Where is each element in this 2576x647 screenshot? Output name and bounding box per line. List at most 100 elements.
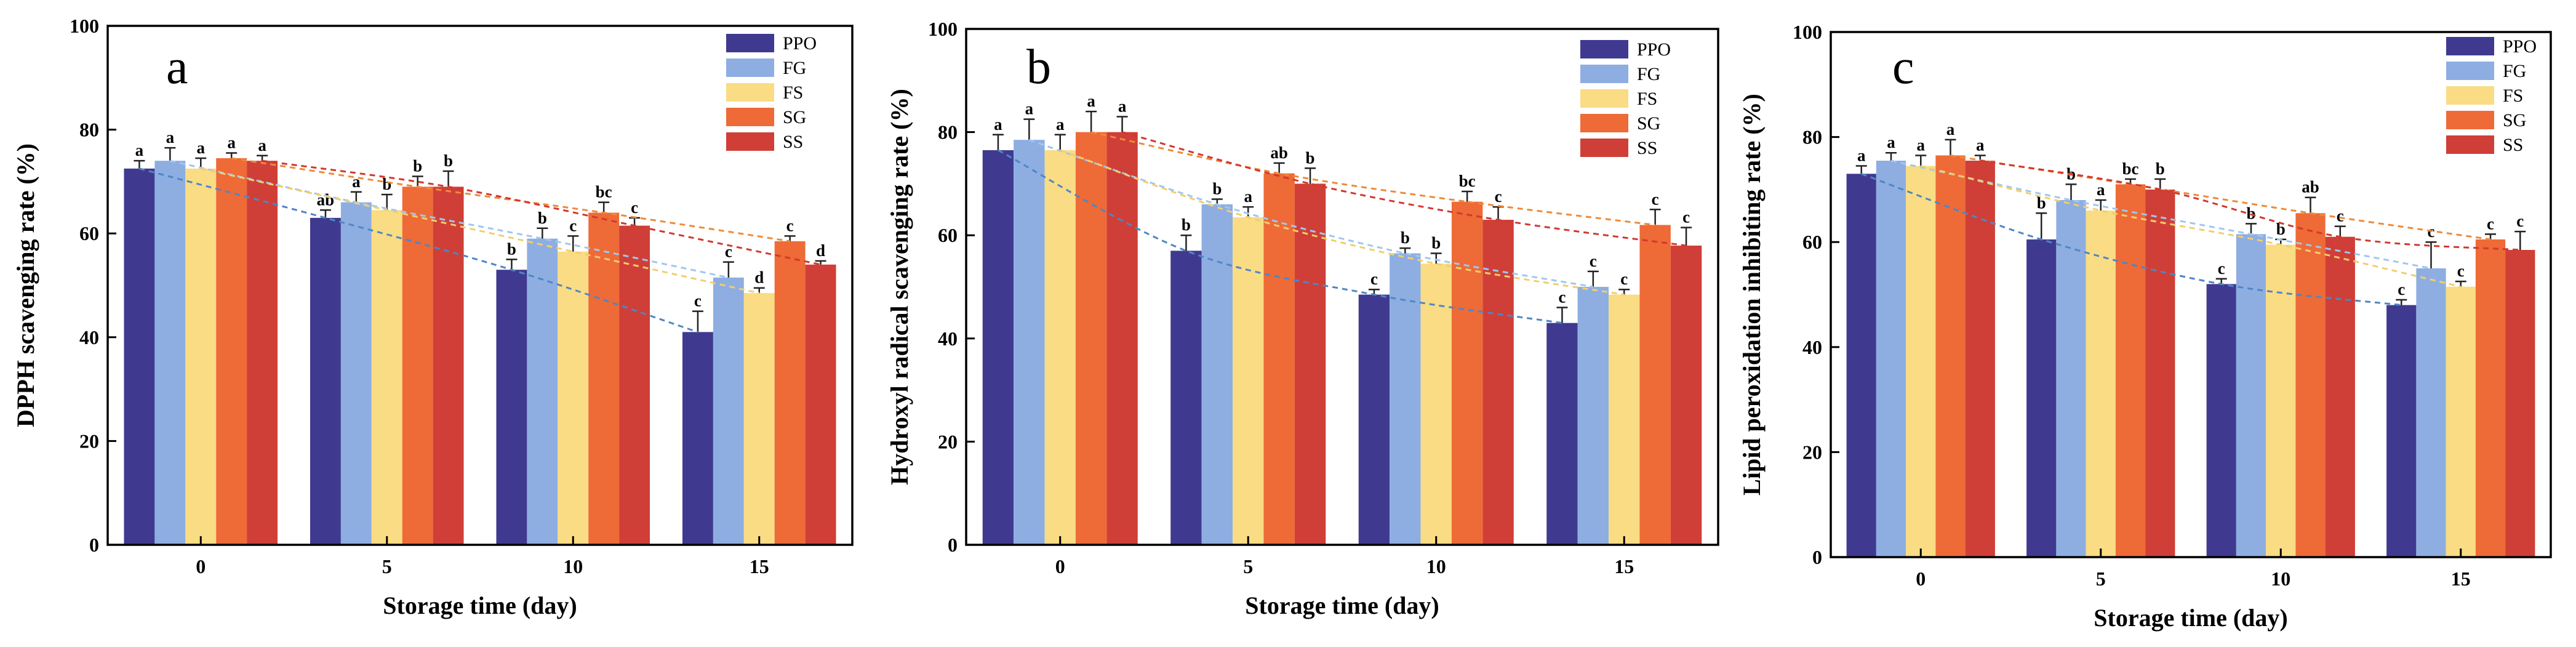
bar-FS-0 <box>185 168 217 545</box>
significance-label: c <box>2457 262 2465 280</box>
significance-label: a <box>135 141 144 159</box>
x-axis-label: Storage time (day) <box>2094 604 2287 632</box>
bar-FG-5 <box>2056 199 2086 558</box>
trend-line-SS <box>1980 159 2521 251</box>
legend: PPO FG FS SG SS <box>726 33 817 152</box>
bar-SS-5 <box>433 187 464 545</box>
x-tick-label: 15 <box>750 555 769 577</box>
legend-label-SS: SS <box>783 132 803 152</box>
y-axis-label: DPPH scavenging rate (%) <box>12 143 39 427</box>
bar-FS-10 <box>558 251 589 545</box>
y-tick-label: 20 <box>79 430 99 452</box>
panel-label: c <box>1892 40 1914 94</box>
significance-label: c <box>1558 288 1566 307</box>
significance-label: c <box>569 216 577 235</box>
legend-label-SS: SS <box>2503 135 2523 155</box>
legend-label-FS: FS <box>783 82 803 103</box>
bar-PPO-15 <box>682 332 713 545</box>
bar-FG-5 <box>1201 204 1233 545</box>
legend-swatch-PPO <box>2446 37 2494 55</box>
legend-label-SS: SS <box>1637 138 1657 158</box>
x-tick-label: 15 <box>2451 568 2471 590</box>
legend-swatch-PPO <box>726 34 774 52</box>
legend-swatch-FS <box>2446 86 2494 105</box>
bar-SG-5 <box>2115 184 2146 557</box>
y-tick-label: 40 <box>938 328 958 350</box>
x-tick-label: 5 <box>382 555 392 577</box>
y-tick-label: 20 <box>938 430 958 452</box>
significance-label: b <box>1212 180 1222 198</box>
significance-label: d <box>816 241 825 260</box>
legend-swatch-FG <box>726 58 774 77</box>
bar-FG-0 <box>1876 160 1906 557</box>
significance-label: c <box>2487 214 2494 233</box>
y-tick-label: 0 <box>948 534 958 556</box>
significance-label: b <box>2037 193 2046 212</box>
significance-label: c <box>1652 190 1659 208</box>
legend-swatch-SS <box>726 132 774 151</box>
x-tick-label: 10 <box>1426 555 1446 577</box>
y-tick-label: 0 <box>1812 546 1822 568</box>
bar-SS-10 <box>2325 236 2355 557</box>
bar-FG-0 <box>154 161 186 545</box>
bar-FG-5 <box>340 202 372 545</box>
legend-swatch-SG <box>2446 111 2494 129</box>
y-tick-label: 100 <box>928 18 958 40</box>
bar-PPO-15 <box>2386 305 2417 557</box>
significance-label: c <box>1620 270 1628 288</box>
x-tick-label: 5 <box>2096 568 2106 590</box>
x-tick-label: 10 <box>2271 568 2290 590</box>
legend-swatch-FG <box>1580 65 1628 83</box>
axes-frame <box>1830 31 2552 558</box>
y-tick-label: 80 <box>79 119 99 141</box>
significance-label: ab <box>317 190 335 209</box>
bar-SS-0 <box>1106 132 1138 545</box>
significance-label: b <box>382 175 391 193</box>
significance-label: a <box>2097 180 2105 199</box>
significance-label: a <box>1887 133 1895 151</box>
legend-label-PPO: PPO <box>1637 39 1671 60</box>
significance-label: bc <box>2122 159 2139 178</box>
y-tick-label: 20 <box>1802 441 1822 463</box>
significance-label: a <box>258 136 266 155</box>
bar-FG-10 <box>1390 253 1421 545</box>
trend-line-PPO <box>139 167 698 333</box>
legend-swatch-SG <box>726 108 774 126</box>
y-axis-label: Lipid peroxidation inhibiting rate (%) <box>1738 94 1766 496</box>
y-tick-label: 40 <box>79 326 99 348</box>
bar-FG-10 <box>527 238 558 545</box>
x-tick-label: 0 <box>1055 555 1065 577</box>
x-tick-label: 10 <box>563 555 583 577</box>
significance-label: d <box>754 268 764 287</box>
y-tick-label: 80 <box>938 121 958 143</box>
significance-label: a <box>1946 120 1955 139</box>
bar-FS-15 <box>743 293 775 545</box>
legend: PPO FG FS SG SS <box>2446 36 2537 155</box>
x-tick-label: 15 <box>1614 555 1634 577</box>
significance-label: b <box>507 239 516 258</box>
y-tick-label: 80 <box>1802 126 1822 148</box>
legend-swatch-SS <box>2446 135 2494 154</box>
legend-swatch-FS <box>1580 89 1628 108</box>
legend: PPO FG FS SG SS <box>1580 39 1671 158</box>
significance-label: a <box>352 172 361 191</box>
bar-FS-0 <box>1044 150 1076 545</box>
bar-FG-15 <box>713 277 744 545</box>
significance-label: c <box>2337 207 2344 225</box>
significance-label: b <box>444 151 453 170</box>
trend-line-FS <box>1060 149 1625 296</box>
significance-label: a <box>1025 100 1034 118</box>
bar-SS-15 <box>805 264 836 545</box>
bar-SG-10 <box>1451 201 1483 545</box>
significance-label: b <box>1306 148 1315 167</box>
significance-label: c <box>2516 212 2524 230</box>
bar-PPO-0 <box>982 150 1014 545</box>
bar-SG-0 <box>1075 132 1107 545</box>
bar-FS-15 <box>1609 294 1640 545</box>
x-tick-label: 0 <box>196 555 206 577</box>
significance-label: c <box>786 216 794 235</box>
bar-PPO-10 <box>496 270 527 545</box>
